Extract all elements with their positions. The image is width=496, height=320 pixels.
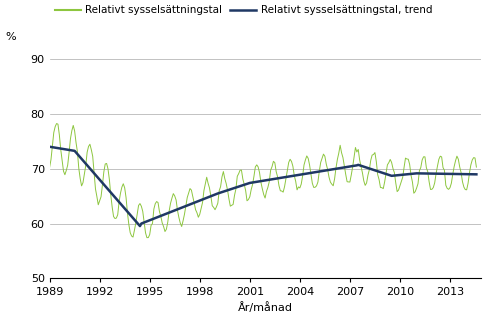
Legend: Relativt sysselsättningstal, Relativt sysselsättningstal, trend: Relativt sysselsättningstal, Relativt sy… [55, 5, 432, 15]
X-axis label: År/månad: År/månad [238, 301, 293, 313]
Text: %: % [5, 32, 15, 42]
